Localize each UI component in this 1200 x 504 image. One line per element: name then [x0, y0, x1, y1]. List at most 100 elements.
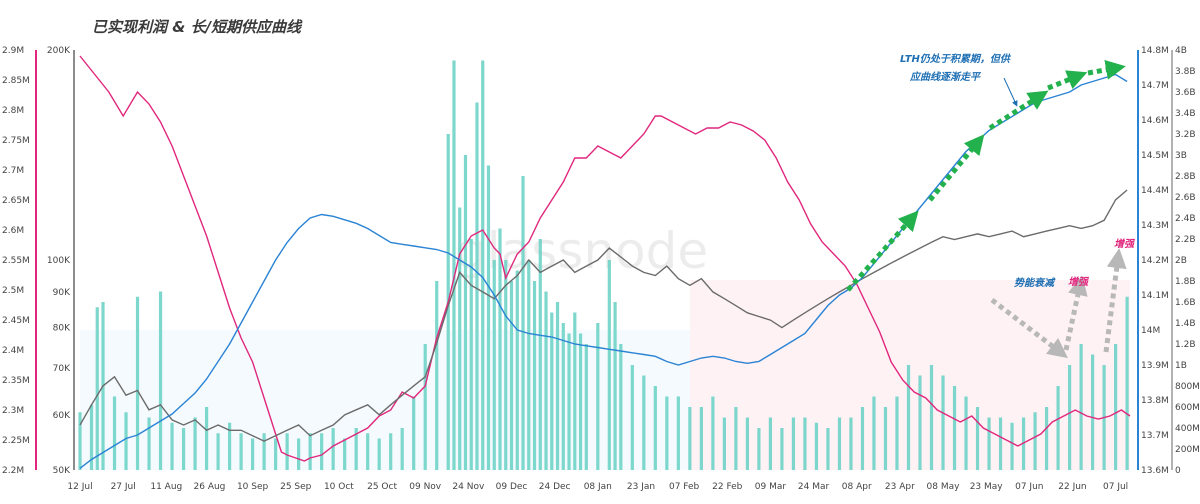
bar-48	[532, 281, 537, 470]
bar-83	[872, 396, 876, 470]
x-tick-label: 09 Dec	[496, 482, 528, 492]
bar-32	[435, 281, 439, 470]
bar-66	[676, 396, 680, 470]
bar-49	[538, 239, 542, 470]
bar-43	[504, 260, 508, 470]
bar-74	[768, 417, 773, 470]
bar-51	[550, 312, 554, 470]
x-tick-label: 23 Jan	[627, 482, 655, 492]
bar-44	[509, 281, 514, 470]
x-tick-label: 12 Jul	[67, 482, 92, 492]
bar-0	[78, 412, 82, 470]
pink-tick-label: 2.3M	[2, 406, 24, 416]
bar-18	[274, 438, 278, 470]
x-tick-label: 24 Mar	[798, 482, 830, 492]
bar-55	[573, 312, 577, 470]
bar-59	[607, 260, 611, 470]
pink-tick-label: 2.6M	[2, 226, 24, 236]
bar-tick-label: 800M	[1175, 382, 1200, 392]
bar-11	[193, 417, 197, 470]
pink-tick-label: 2.75M	[2, 136, 30, 146]
bar-28	[389, 433, 393, 470]
bar-45	[515, 270, 519, 470]
bar-19	[285, 433, 289, 470]
x-tick-label: 09 Mar	[755, 482, 787, 492]
bar-42	[498, 228, 502, 470]
bar-tick-label: 3B	[1175, 151, 1187, 161]
bar-69	[711, 396, 715, 470]
bar-12	[204, 407, 209, 470]
gray-tick-label: 70K	[53, 364, 71, 374]
bar-tick-label: 1.4B	[1175, 319, 1196, 329]
x-tick-label: 25 Sep	[280, 482, 312, 492]
bar-71	[734, 407, 738, 470]
line-series	[79, 55, 1131, 469]
bar-91	[964, 396, 968, 470]
x-tick-label: 23 Apr	[885, 482, 915, 492]
bar-30	[412, 396, 416, 470]
bar-47	[527, 260, 531, 470]
blue-tick-label: 14.7M	[1141, 81, 1169, 91]
x-tick-label: 08 Jan	[584, 482, 612, 492]
blue-pointer-arrow	[1003, 77, 1018, 107]
bar-tick-label: 1.2B	[1175, 340, 1196, 350]
x-tick-label: 09 Nov	[409, 482, 442, 492]
axis-lines	[35, 50, 1173, 470]
bar-78	[814, 422, 819, 470]
pink-tick-label: 2.85M	[2, 76, 30, 86]
bar-20	[297, 438, 301, 470]
bar-94	[998, 417, 1003, 470]
annotation-momentum: 势能衰减	[1014, 277, 1056, 289]
green-arrow-1	[846, 210, 919, 292]
bar-tick-label: 200M	[1175, 445, 1200, 455]
bar-76	[791, 417, 796, 470]
pink-tick-label: 2.25M	[2, 436, 30, 446]
bar-tick-label: 2.2B	[1175, 235, 1196, 245]
bar-73	[757, 428, 761, 470]
bar-8	[158, 291, 163, 470]
pink-tick-label: 2.65M	[2, 196, 30, 206]
bar-tick-label: 1B	[1175, 361, 1187, 371]
bar-60	[613, 302, 617, 470]
bar-1	[89, 404, 94, 470]
bar-105	[1125, 296, 1129, 470]
bar-27	[377, 438, 381, 470]
bar-87	[918, 375, 922, 470]
bar-77	[803, 417, 807, 470]
bar-85	[895, 396, 899, 470]
pink-tick-label: 2.9M	[2, 46, 24, 56]
bar-97	[1033, 412, 1037, 470]
bar-39	[481, 60, 485, 470]
blue-tick-label: 13.9M	[1141, 361, 1169, 371]
bar-5	[124, 412, 128, 470]
pink-tick-label: 2.2M	[2, 466, 24, 476]
blue-tick-label: 14.1M	[1141, 291, 1169, 301]
bar-13	[216, 433, 220, 470]
bar-101	[1079, 344, 1083, 470]
bar-62	[630, 365, 634, 470]
bar-tick-label: 0	[1175, 466, 1181, 476]
bar-7	[147, 417, 151, 470]
x-tick-label: 10 Oct	[324, 482, 354, 492]
bar-14	[227, 422, 232, 470]
bar-86	[906, 365, 911, 470]
bar-99	[1056, 386, 1060, 470]
bar-31	[423, 344, 427, 470]
bar-tick-label: 2B	[1175, 256, 1187, 266]
green-arrow-5	[1087, 59, 1126, 80]
trend-arrows	[846, 59, 1127, 359]
bar-102	[1091, 354, 1095, 470]
gray-tick-label: 90K	[53, 288, 71, 298]
bar-90	[952, 386, 957, 470]
annotation-strengthen-1: 增强	[1068, 276, 1090, 288]
green-arrow-4	[1047, 70, 1088, 91]
bar-40	[486, 165, 491, 470]
bar-tick-label: 4B	[1175, 46, 1187, 56]
blue-tick-label: 13.8M	[1141, 396, 1169, 406]
pink-tick-label: 2.55M	[2, 256, 30, 266]
blue-tick-label: 14.8M	[1141, 46, 1169, 56]
x-tick-label: 22 Feb	[712, 482, 743, 492]
bar-17	[262, 433, 266, 470]
x-tick-label: 11 Aug	[150, 482, 182, 492]
